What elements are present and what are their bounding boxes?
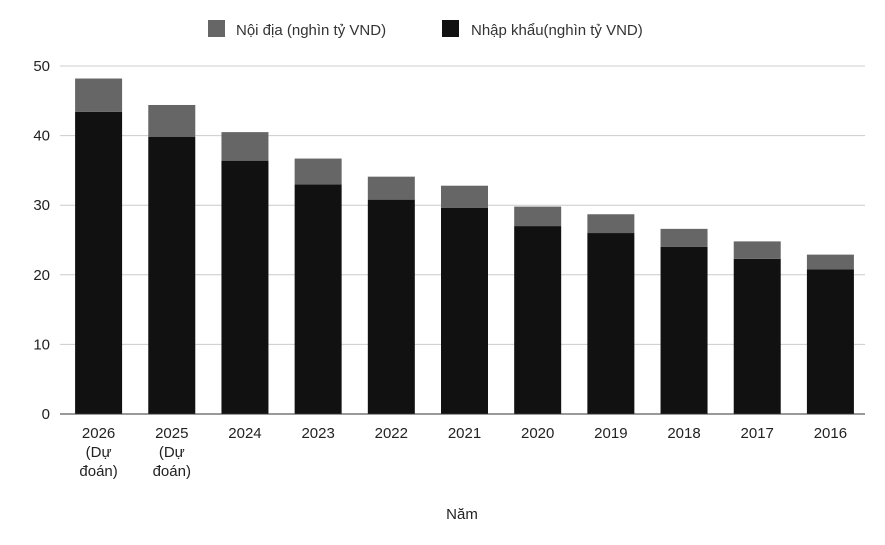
bar-domestic xyxy=(367,176,415,200)
x-tick-label: 2022 xyxy=(375,425,408,442)
x-tick-label: 2025 (Dự đoán) xyxy=(153,425,191,480)
bar-import xyxy=(441,207,488,414)
x-tick-label: 2018 xyxy=(667,425,700,442)
x-tick-label: 2021 xyxy=(448,425,481,442)
x-tick-label: 2026 (Dự đoán) xyxy=(79,425,117,480)
bar-domestic xyxy=(441,185,488,208)
x-axis-ticks: 2026 (Dự đoán) 2025 (Dự đoán) 2024 2023 2022 2021… xyxy=(79,425,847,480)
bar-import xyxy=(367,199,415,414)
y-axis-ticks: 0 10 20 30 40 50 xyxy=(33,58,50,423)
bar-domestic xyxy=(806,254,854,270)
bar-domestic xyxy=(294,158,342,185)
bar-import xyxy=(660,246,708,414)
y-tick-label: 50 xyxy=(33,58,50,75)
x-tick-label: 2017 xyxy=(741,425,774,442)
x-tick-label: 2023 xyxy=(301,425,334,442)
bar-import xyxy=(75,111,123,414)
x-tick-label: 2020 xyxy=(521,425,554,442)
y-tick-label: 40 xyxy=(33,128,50,145)
y-tick-label: 20 xyxy=(33,267,50,284)
bar-domestic xyxy=(587,214,635,234)
bar-domestic xyxy=(514,206,562,227)
legend-swatch-domestic xyxy=(208,20,225,37)
bar-domestic xyxy=(75,78,123,112)
bar-import xyxy=(221,160,269,414)
x-tick-label: 2024 xyxy=(228,425,261,442)
legend-label-domestic: Nội địa (nghìn tỷ VND) xyxy=(236,22,386,39)
bar-import xyxy=(514,226,562,414)
legend-swatch-import xyxy=(442,20,459,37)
bar-import xyxy=(806,269,854,414)
bar-domestic xyxy=(733,241,781,259)
bar-import xyxy=(587,233,635,414)
legend-label-import: Nhập khẩu(nghìn tỷ VND) xyxy=(471,22,643,39)
bar-domestic xyxy=(148,104,196,137)
bar-import xyxy=(148,136,196,414)
legend: Nội địa (nghìn tỷ VND) Nhập khẩu(nghìn t… xyxy=(208,20,643,39)
bar-import xyxy=(733,258,781,414)
x-axis-title: Năm xyxy=(446,506,478,523)
x-tick-label: 2016 xyxy=(814,425,847,442)
y-tick-label: 10 xyxy=(33,336,50,353)
y-tick-label: 0 xyxy=(42,406,50,423)
bar-import xyxy=(294,184,342,414)
bars xyxy=(75,78,854,414)
bar-domestic xyxy=(221,132,269,161)
y-tick-label: 30 xyxy=(33,197,50,214)
bar-domestic xyxy=(660,228,708,247)
x-tick-label: 2019 xyxy=(594,425,627,442)
